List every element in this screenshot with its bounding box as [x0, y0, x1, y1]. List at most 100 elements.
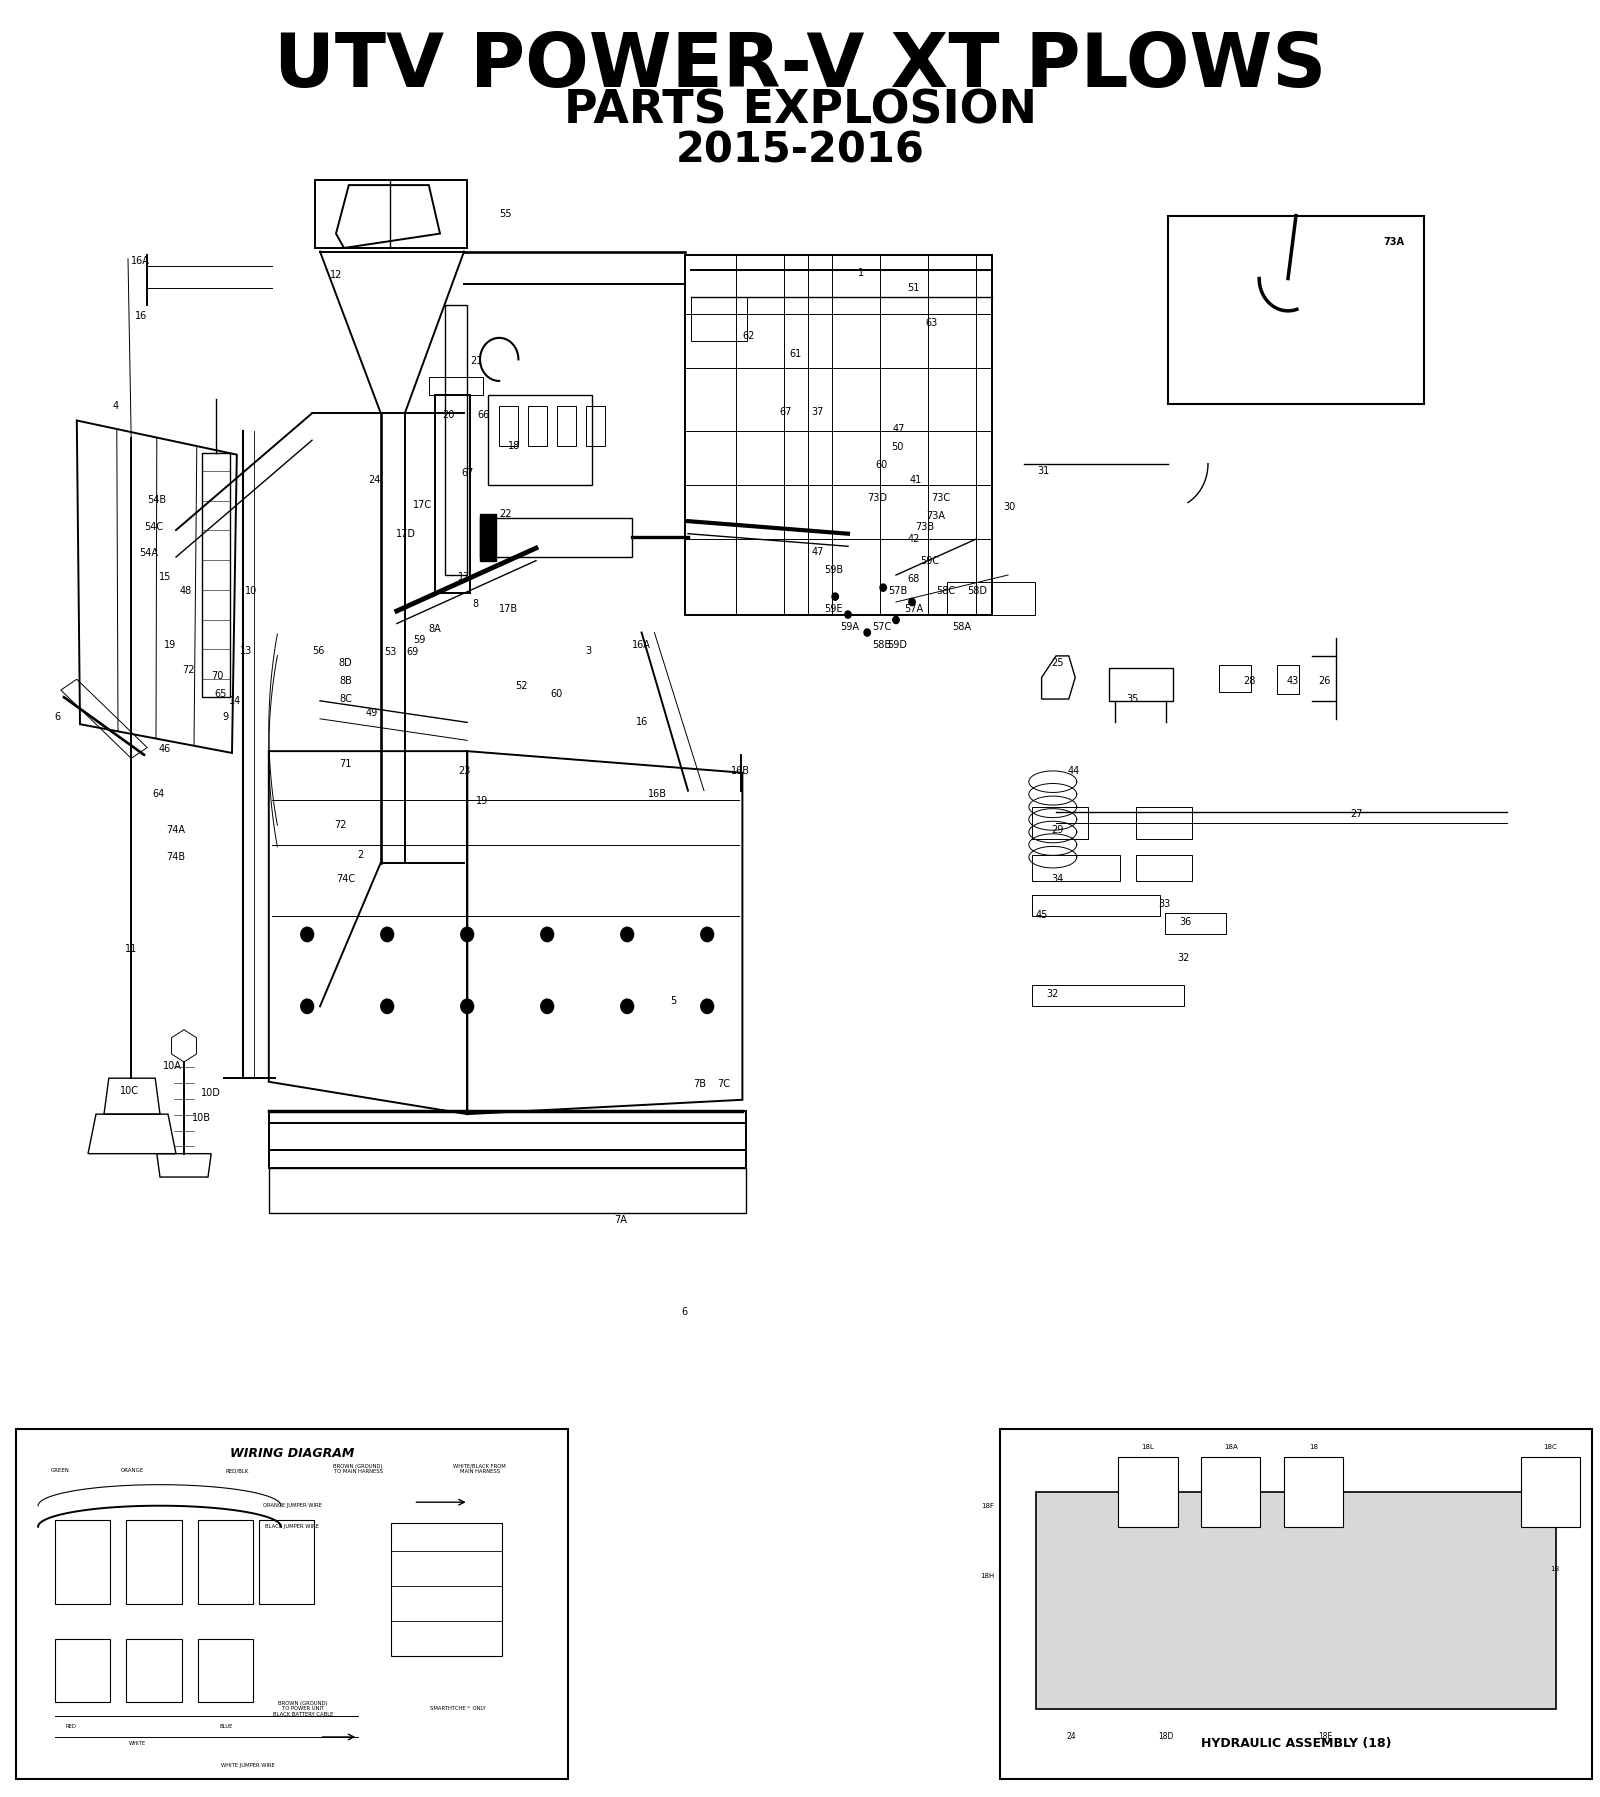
- Text: 30: 30: [1003, 501, 1016, 512]
- Bar: [1202, 1457, 1261, 1527]
- Text: 74A: 74A: [166, 825, 186, 836]
- Text: 17: 17: [458, 571, 470, 582]
- Text: 73D: 73D: [867, 492, 886, 503]
- Text: 27: 27: [1350, 809, 1363, 819]
- Text: 41: 41: [909, 474, 922, 485]
- Bar: [435, 395, 470, 593]
- Bar: [269, 1123, 746, 1168]
- Text: 68: 68: [907, 573, 920, 584]
- Bar: [16, 1429, 568, 1779]
- Text: 34: 34: [1051, 873, 1064, 884]
- Text: 59C: 59C: [920, 555, 939, 566]
- Text: 18D: 18D: [1158, 1732, 1173, 1741]
- Text: 31: 31: [1037, 465, 1050, 476]
- Text: 64: 64: [152, 789, 165, 800]
- Bar: [1277, 665, 1299, 694]
- Text: 59B: 59B: [824, 564, 843, 575]
- Text: 18L: 18L: [1141, 1443, 1155, 1450]
- Text: 48: 48: [179, 586, 192, 597]
- Text: RED/BLK: RED/BLK: [226, 1468, 248, 1474]
- Text: 1B: 1B: [1550, 1565, 1560, 1572]
- Text: 10A: 10A: [163, 1060, 182, 1071]
- Text: 44: 44: [1067, 766, 1080, 776]
- Text: 37: 37: [811, 406, 824, 417]
- Text: 58C: 58C: [936, 586, 955, 597]
- Text: 6: 6: [682, 1306, 688, 1317]
- Text: BLUE: BLUE: [219, 1723, 232, 1729]
- Text: 46: 46: [158, 744, 171, 755]
- Text: 18C: 18C: [1544, 1443, 1557, 1450]
- Text: BROWN (GROUND)
TO POWER UNIT
BLACK BATTERY CABLE: BROWN (GROUND) TO POWER UNIT BLACK BATTE…: [274, 1700, 333, 1718]
- Bar: [54, 1639, 110, 1702]
- Text: 28: 28: [1243, 676, 1256, 686]
- Text: 61: 61: [789, 349, 802, 359]
- Text: 57A: 57A: [904, 604, 923, 615]
- Text: 16: 16: [134, 311, 147, 322]
- Bar: [586, 406, 605, 446]
- Text: 8C: 8C: [339, 694, 352, 704]
- Text: RED: RED: [66, 1723, 77, 1729]
- Circle shape: [701, 999, 714, 1014]
- Text: 16A: 16A: [632, 640, 651, 651]
- Text: 8D: 8D: [339, 658, 352, 668]
- Text: 10C: 10C: [120, 1085, 139, 1096]
- Text: 51: 51: [907, 282, 920, 293]
- Circle shape: [621, 927, 634, 942]
- Text: 73A: 73A: [1318, 356, 1338, 367]
- Text: 9: 9: [222, 712, 229, 722]
- Text: 62: 62: [742, 331, 755, 341]
- Text: 71: 71: [339, 758, 352, 769]
- Bar: [1032, 985, 1184, 1006]
- Circle shape: [461, 927, 474, 942]
- Text: 73A: 73A: [1384, 237, 1405, 248]
- Text: 33: 33: [1158, 898, 1171, 909]
- Text: GREEN: GREEN: [51, 1468, 69, 1474]
- Text: 7A: 7A: [614, 1215, 627, 1226]
- Bar: [480, 514, 496, 561]
- Text: 45: 45: [1035, 909, 1048, 920]
- Bar: [480, 518, 632, 557]
- Circle shape: [845, 611, 851, 618]
- Text: 8B: 8B: [339, 676, 352, 686]
- Bar: [54, 1520, 110, 1603]
- Bar: [528, 406, 547, 446]
- Bar: [1109, 668, 1173, 701]
- Bar: [429, 377, 483, 395]
- Text: 2015-2016: 2015-2016: [675, 129, 925, 173]
- Text: 56: 56: [312, 645, 325, 656]
- Text: 5: 5: [670, 996, 677, 1006]
- Text: 18: 18: [507, 440, 520, 451]
- Text: 49: 49: [365, 708, 378, 719]
- Text: 47: 47: [811, 546, 824, 557]
- Bar: [126, 1520, 181, 1603]
- Bar: [198, 1639, 253, 1702]
- Text: 36: 36: [1179, 916, 1192, 927]
- Text: 59D: 59D: [888, 640, 907, 651]
- Text: 66: 66: [477, 410, 490, 420]
- Bar: [1165, 913, 1226, 934]
- Text: 23: 23: [458, 766, 470, 776]
- Text: WHITE/BLACK FROM
MAIN HARNESS: WHITE/BLACK FROM MAIN HARNESS: [453, 1463, 506, 1475]
- Text: 12: 12: [330, 270, 342, 280]
- Text: 43: 43: [1286, 676, 1299, 686]
- Text: 4: 4: [112, 401, 118, 412]
- Text: 10D: 10D: [202, 1087, 221, 1098]
- Text: PARTS EXPLOSION: PARTS EXPLOSION: [563, 88, 1037, 135]
- Text: 16A: 16A: [131, 255, 150, 266]
- Text: HYDRAULIC ASSEMBLY (18): HYDRAULIC ASSEMBLY (18): [1200, 1738, 1392, 1750]
- Bar: [259, 1520, 314, 1603]
- Text: 13: 13: [240, 645, 253, 656]
- Text: 8A: 8A: [429, 624, 442, 634]
- Circle shape: [381, 999, 394, 1014]
- Text: 74C: 74C: [336, 873, 355, 884]
- Text: 63: 63: [925, 318, 938, 329]
- Bar: [198, 1520, 253, 1603]
- Text: ORANGE JUMPER WIRE: ORANGE JUMPER WIRE: [262, 1504, 322, 1508]
- Text: 55: 55: [499, 208, 512, 219]
- Text: 60: 60: [550, 688, 563, 699]
- Bar: [269, 1111, 746, 1150]
- Text: 24: 24: [368, 474, 381, 485]
- Text: 20: 20: [442, 410, 454, 420]
- Bar: [488, 395, 592, 485]
- Text: 22: 22: [499, 509, 512, 519]
